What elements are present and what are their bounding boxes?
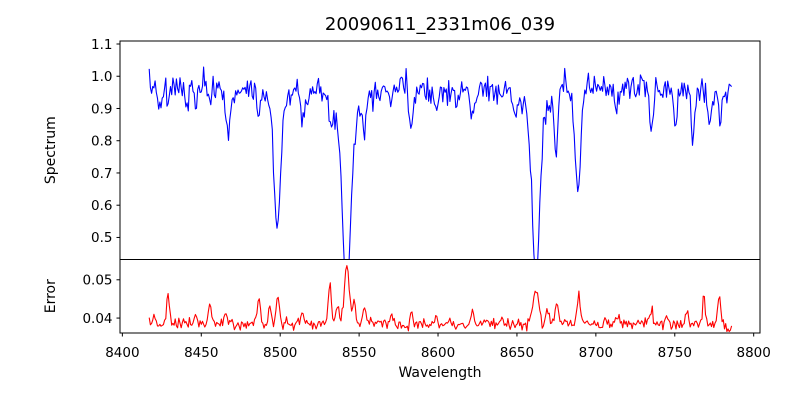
spectrum-line [148, 66, 733, 260]
x-tick-label: 8650 [500, 345, 534, 361]
x-tick-label: 8400 [105, 345, 139, 361]
spectrum-y-tick-label: 0.7 [91, 166, 112, 182]
x-tick-label: 8500 [263, 345, 297, 361]
x-tick-label: 8750 [658, 345, 692, 361]
spectrum-y-tick-label: 0.6 [91, 198, 112, 214]
spectrum-panel: 0.5 0.6 0.7 0.8 0.9 1.0 1.1 [91, 37, 761, 260]
y-axis-label-error: Error [43, 279, 59, 313]
x-tick-label: 8550 [342, 345, 376, 361]
error-y-tick-label: 0.04 [82, 311, 112, 327]
x-tick-label: 8800 [737, 345, 771, 361]
x-tick-label: 8450 [184, 345, 218, 361]
spectrum-y-tick-label: 1.1 [91, 37, 112, 53]
spectrum-spines [119, 40, 761, 260]
x-tick-label: 8600 [421, 345, 455, 361]
x-axis: 8400 8450 8500 8550 8600 8650 8700 8750 8800 [105, 333, 771, 361]
error-spines [119, 259, 761, 334]
spectrum-y-tick-label: 0.8 [91, 134, 112, 150]
spectrum-y-tick-label: 0.5 [91, 230, 112, 246]
error-y-tick-label: 0.05 [82, 273, 112, 289]
spectrum-y-tick-label: 1.0 [91, 69, 112, 85]
error-panel: 0.04 0.05 [82, 259, 761, 334]
x-axis-label: Wavelength [398, 365, 481, 381]
chart-title: 20090611_2331m06_039 [325, 14, 555, 35]
spectrum-y-tick-label: 0.9 [91, 101, 112, 117]
y-axis-label-spectrum: Spectrum [43, 116, 59, 184]
error-line [148, 265, 733, 333]
x-tick-label: 8700 [579, 345, 613, 361]
plot-root: 0.5 0.6 0.7 0.8 0.9 1.0 1.1 0.04 0.05 8400 8450 850… [82, 37, 770, 361]
